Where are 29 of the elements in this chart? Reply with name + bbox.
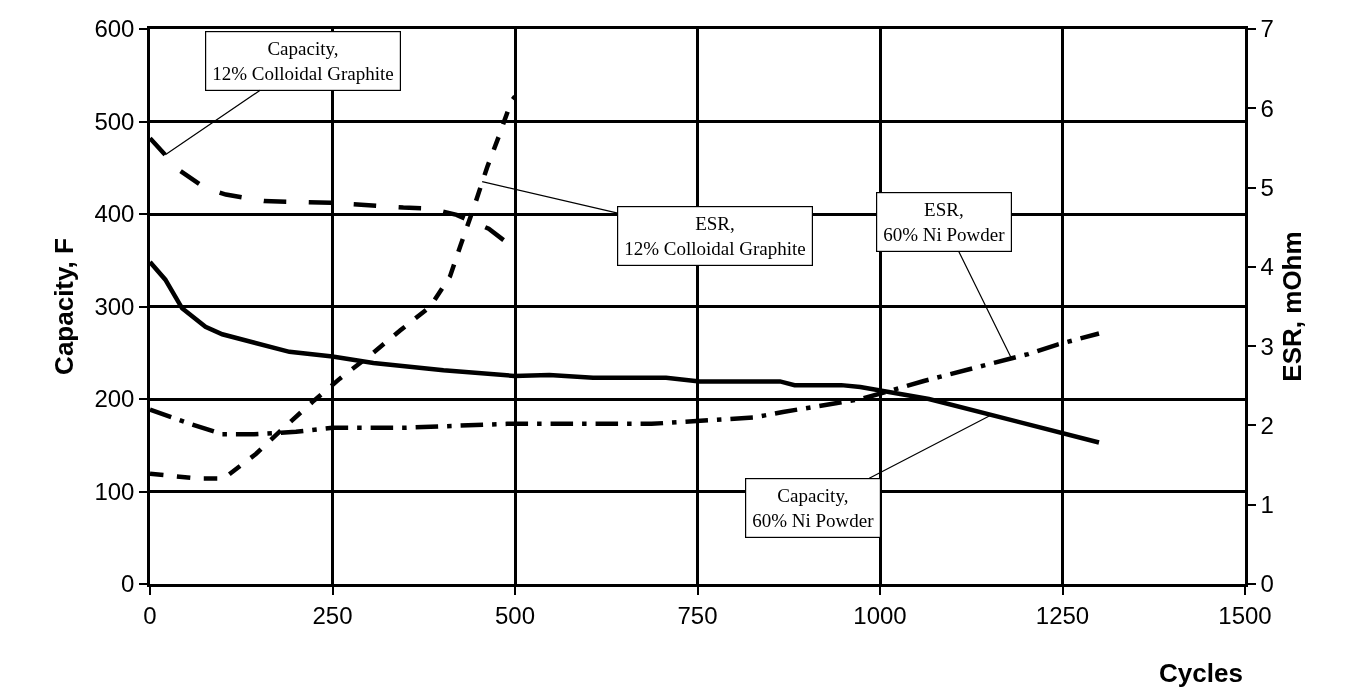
y2-tick-label: 6	[1260, 94, 1274, 122]
y2-axis-title: ESR, mOhm	[1276, 231, 1307, 382]
y2-tick-label: 5	[1260, 173, 1274, 201]
y2-tick-label: 2	[1260, 411, 1274, 439]
x-axis-title: Cycles	[1159, 658, 1243, 688]
y2-tick-label: 0	[1260, 570, 1274, 598]
annotation: ESR, 60% Ni Powder	[883, 199, 1006, 245]
y2-tick-label: 3	[1260, 332, 1274, 360]
x-tick-label: 1000	[853, 601, 907, 629]
y2-tick-label: 7	[1260, 15, 1274, 43]
x-tick-label: 1250	[1035, 601, 1090, 629]
x-tick-label: 1500	[1218, 601, 1272, 629]
y-axis-title: Capacity, F	[48, 238, 79, 375]
y-tick-label: 500	[94, 107, 135, 135]
annotation: Capacity, 12% Colloidal Graphite	[212, 38, 394, 84]
x-tick-label: 0	[143, 601, 157, 629]
annotation: ESR, 12% Colloidal Graphite	[624, 213, 806, 259]
x-tick-label: 250	[312, 601, 353, 629]
y2-tick-label: 4	[1260, 253, 1274, 281]
y2-tick-label: 1	[1260, 491, 1274, 519]
y-tick-label: 600	[94, 15, 135, 43]
x-tick-label: 750	[677, 601, 718, 629]
y-tick-label: 0	[121, 570, 135, 598]
x-tick-label: 500	[494, 601, 536, 629]
y-tick-label: 400	[94, 200, 135, 228]
y-tick-label: 100	[94, 477, 135, 505]
y-tick-label: 200	[94, 385, 135, 413]
annotation: Capacity, 60% Ni Powder	[752, 485, 875, 531]
y-tick-label: 300	[94, 292, 135, 320]
